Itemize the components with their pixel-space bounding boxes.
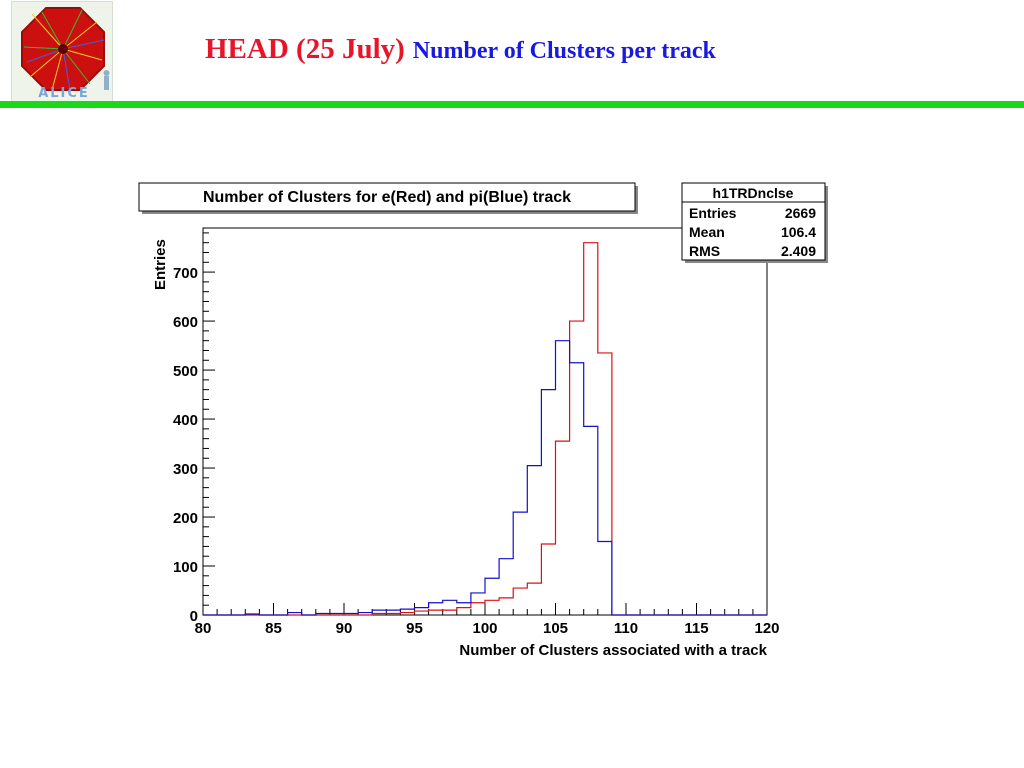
x-tick-label: 115 (684, 620, 708, 637)
slide-title-main: HEAD (25 July) (205, 33, 405, 65)
y-tick-label: 600 (173, 314, 198, 331)
stats-label-entries: Entries (689, 205, 737, 221)
x-tick-label: 80 (195, 620, 212, 637)
x-tick-label: 90 (336, 620, 353, 637)
y-tick-label: 400 (173, 412, 198, 429)
header-divider (0, 101, 1024, 108)
slide-title: HEAD (25 July) Number of Clusters per tr… (205, 33, 716, 66)
x-tick-label: 95 (406, 620, 423, 637)
y-tick-label: 700 (173, 265, 198, 282)
plot-frame (202, 227, 768, 616)
series-1-histogram (203, 340, 767, 616)
y-axis: 0 100 200 300 400 500 600 700 (173, 232, 215, 625)
stats-name: h1TRDnclse (713, 185, 794, 201)
chart-title-box (138, 182, 636, 212)
x-tick-label: 120 (754, 620, 779, 637)
stats-box-frame (681, 182, 826, 261)
y-tick-label: 300 (173, 461, 198, 478)
series-layer (203, 242, 767, 616)
stats-value-rms: 2.409 (781, 243, 816, 259)
x-tick-label: 100 (472, 620, 497, 637)
x-tick-label: 105 (543, 620, 568, 637)
x-tick-label: 110 (614, 620, 638, 637)
y-tick-label: 500 (173, 363, 198, 380)
y-tick-label: 200 (173, 510, 198, 527)
alice-octagon-icon (21, 7, 110, 91)
chart-title: Number of Clusters for e(Red) and pi(Blu… (203, 189, 571, 206)
series-0-histogram (203, 242, 767, 616)
stats-value-mean: 106.4 (781, 224, 816, 240)
stats-label-rms: RMS (689, 243, 720, 259)
x-tick-label: 85 (265, 620, 282, 637)
y-tick-label: 0 (190, 608, 198, 625)
x-axis: 80 85 90 95 100 105 110 115 120 (195, 603, 780, 637)
stats-label-mean: Mean (689, 224, 725, 240)
slide-title-sub: Number of Clusters per track (412, 38, 716, 64)
logo-label: ALICE (38, 86, 90, 101)
alice-logo: ALICE (11, 1, 113, 103)
stats-box: h1TRDnclse Entries 2669 Mean 106.4 RMS 2… (681, 182, 828, 263)
stats-value-entries: 2669 (785, 205, 816, 221)
y-axis-label: Entries (152, 239, 169, 290)
x-axis-label: Number of Clusters associated with a tra… (459, 642, 767, 659)
y-tick-label: 100 (173, 559, 198, 576)
